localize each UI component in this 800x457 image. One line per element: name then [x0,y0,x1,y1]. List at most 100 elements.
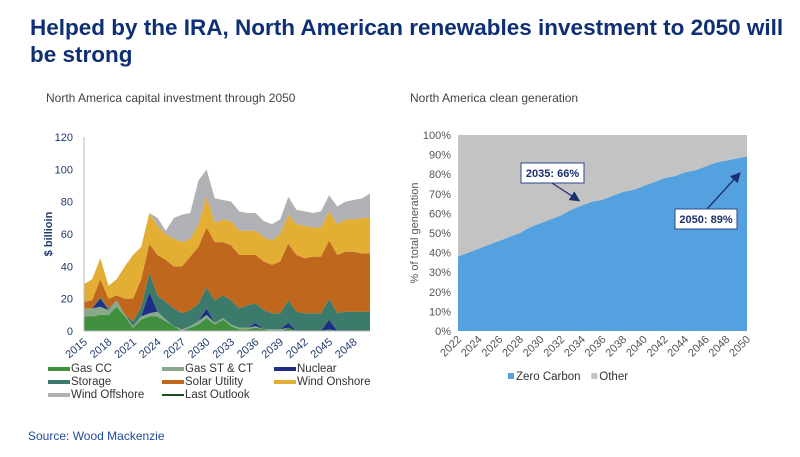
legend-item-gas-cc: Gas CC [48,363,112,375]
x-tick-label: 2015 [63,336,89,361]
legend-swatch [508,373,514,379]
y-tick-label: 10% [429,306,451,318]
annotation-label: 2035: 66% [526,168,579,180]
right-legend: Zero Carbon Other [508,371,628,383]
y-tick-label: 0 [67,326,73,338]
page-title: Helped by the IRA, North American renewa… [30,15,784,67]
legend-label: Solar Utility [185,376,243,388]
legend-swatch [591,373,598,379]
y-tick-label: 100% [423,130,451,142]
legend-label: Wind Offshore [71,389,144,401]
x-tick-label: 2024 [459,334,485,360]
y-tick-label: 50% [429,228,451,240]
legend-swatch [48,367,70,371]
y-tick-label: 0% [435,326,451,338]
y-tick-label: 80% [429,169,451,181]
x-tick-label: 2040 [624,334,650,360]
legend-item-wind-onshore: Wind Onshore [274,376,371,388]
y-tick-label: 80 [61,197,73,209]
y-tick-label: 70% [429,189,451,201]
left-y-axis-label: $ billioin [43,211,55,256]
annotation-box [674,208,738,230]
legend-label: Last Outlook [185,389,250,401]
left-chart-title: North America capital investment through… [46,91,296,105]
right-plot-areas [458,135,747,331]
x-tick-label: 2018 [88,336,114,361]
legend-label: Zero Carbon [516,371,581,383]
area-storage [84,272,370,331]
legend-item-solar-utility: Solar Utility [162,376,243,388]
legend-label: Gas ST & CT [185,363,253,375]
legend-swatch [48,380,70,384]
legend-swatch [48,393,70,397]
right-y-axis-label: % of total generation [409,183,421,284]
x-tick-label: 2026 [480,334,506,360]
legend-label: Gas CC [71,363,112,375]
annotation-label: 2050: 89% [679,214,732,226]
x-tick-label: 2042 [645,334,671,360]
source-note: Source: Wood Mackenzie [28,429,165,443]
y-tick-label: 40% [429,248,451,260]
y-tick-label: 20 [61,294,73,306]
y-tick-label: 60 [61,229,73,241]
legend-label: Nuclear [297,363,337,375]
right-chart-title: North America clean generation [410,91,578,105]
x-tick-label: 2021 [112,336,138,361]
legend-swatch [162,367,184,371]
x-tick-label: 2045 [309,336,335,361]
x-tick-label: 2042 [284,336,310,361]
y-tick-label: 30% [429,267,451,279]
left-y-ticks: 0 20 40 60 80 100 120 [55,132,73,338]
area-wind-onshore [84,196,370,302]
annotation-arrow [706,172,741,210]
x-tick-label: 2027 [162,336,188,361]
left-x-ticks: 2015201820212024202720302033203620392042… [63,336,359,361]
legend-swatch [274,367,296,371]
legend-label: Other [599,371,628,383]
legend-item-storage: Storage [48,376,111,388]
x-tick-label: 2036 [235,336,261,361]
legend-item-wind-offshore: Wind Offshore [48,389,144,401]
legend-item-last-outlook: Last Outlook [162,389,250,401]
annotation-2050: 2050: 89% [674,172,741,230]
right-x-ticks: 2022202420262028203020322034203620382040… [438,334,753,360]
y-tick-label: 120 [55,132,73,144]
x-tick-label: 2050 [727,334,753,360]
x-tick-label: 2024 [137,336,163,361]
area-wind-offshore [84,169,370,286]
right-y-ticks: 0% 10% 20% 30% 40% 50% 60% 70% 80% 90% 100% [423,130,451,338]
x-tick-label: 2030 [186,336,212,361]
y-tick-label: 90% [429,150,451,162]
area-solar-utility [84,227,370,322]
legend-label: Storage [71,376,111,388]
x-tick-label: 2033 [211,336,237,361]
left-legend: Gas CC Gas ST & CT Nuclear Storage Solar Uti… [48,363,371,401]
x-tick-label: 2048 [333,336,359,361]
x-tick-label: 2036 [583,334,609,360]
area-zero-carbon [458,156,747,331]
y-tick-label: 60% [429,208,451,220]
x-tick-label: 2030 [521,334,547,360]
x-tick-label: 2032 [542,334,568,360]
x-tick-label: 2048 [707,334,733,360]
annotation-box [520,162,585,184]
left-plot-areas [83,137,370,332]
right-annotations: 2035: 66% 2050: 89% [520,162,741,230]
y-tick-label: 100 [55,164,73,176]
x-tick-label: 2028 [500,334,526,360]
annotation-2035: 2035: 66% [520,162,585,202]
x-tick-label: 2038 [603,334,629,360]
y-tick-label: 20% [429,287,451,299]
legend-swatch [162,394,184,396]
annotation-arrow [551,182,581,202]
legend-label: Wind Onshore [297,376,371,388]
x-tick-label: 2039 [260,336,286,361]
x-tick-label: 2046 [686,334,712,360]
x-tick-label: 2044 [665,334,691,360]
legend-item-other: Other [591,371,628,383]
area-gas-cc [84,306,370,331]
legend-item-nuclear: Nuclear [274,363,337,375]
legend-swatch [162,380,184,384]
y-tick-label: 40 [61,261,73,273]
